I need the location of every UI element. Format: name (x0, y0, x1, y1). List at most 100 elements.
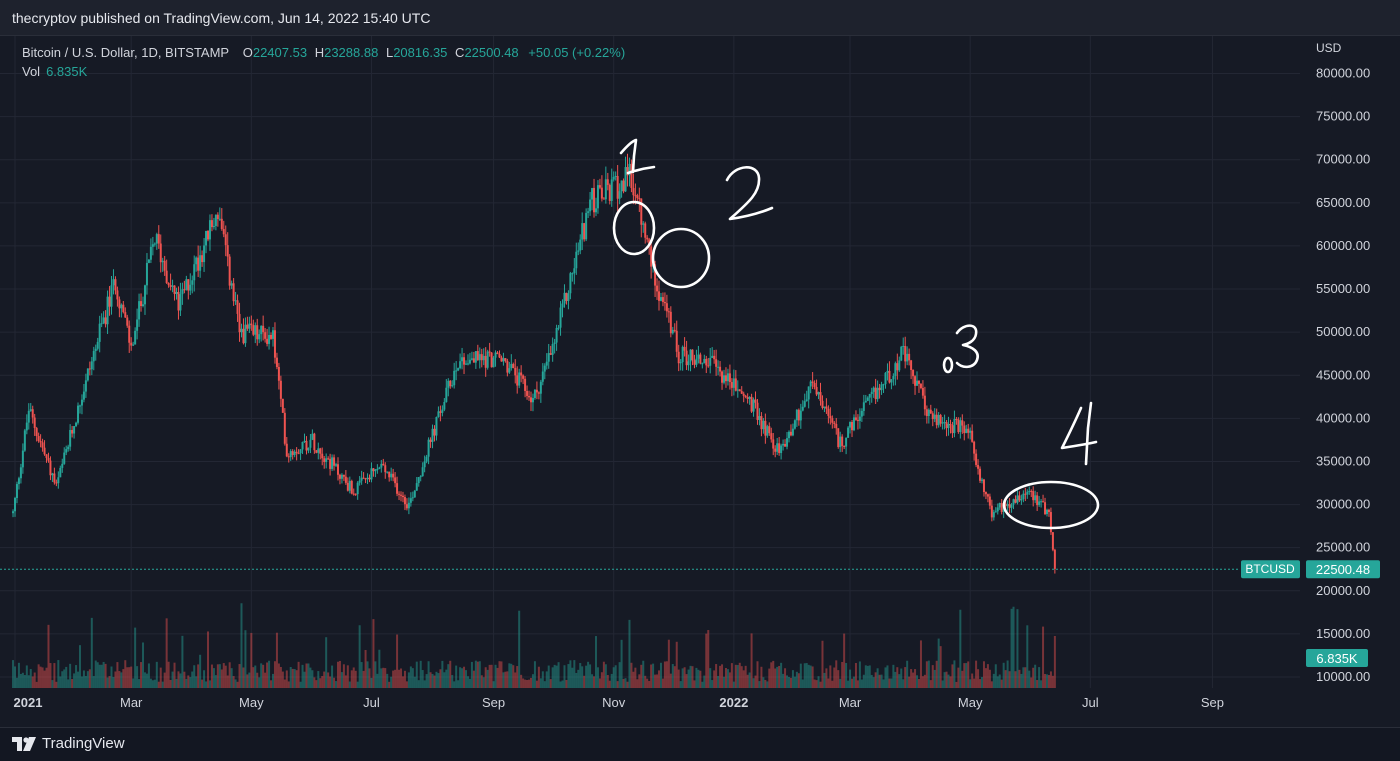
candle-body (744, 395, 747, 398)
hand-drawn-annotations[interactable] (612, 138, 1100, 530)
volume-bar (84, 676, 87, 688)
annotation-1[interactable] (619, 138, 656, 175)
volume-bar (799, 663, 802, 688)
volume-bar (346, 665, 349, 688)
volume-bar (435, 671, 438, 688)
volume-bar (610, 673, 613, 688)
candle-body (500, 357, 503, 362)
candle-body (311, 433, 314, 440)
candle-body (837, 428, 840, 448)
candle-body (795, 409, 798, 421)
volume-bar (360, 662, 363, 688)
candle-body (559, 307, 562, 328)
price-axis[interactable]: USD 80000.00 75000.00 70000.00 65000.00 6000… (1316, 41, 1370, 684)
volume-bar (1032, 667, 1035, 688)
candle-body (768, 426, 771, 434)
candle-body (750, 396, 753, 412)
candle-body (344, 476, 347, 483)
candle-body (612, 176, 615, 180)
annotation-circle-2[interactable] (651, 227, 711, 289)
candle-body (719, 366, 722, 372)
volume-bar (474, 660, 477, 688)
candle-body (230, 283, 233, 286)
candle-body (457, 368, 460, 371)
candle-body (218, 218, 221, 220)
candle-body (646, 237, 649, 240)
volume-bar (679, 681, 682, 688)
volume-bar (244, 630, 247, 688)
volume-bar (401, 676, 404, 688)
volume-bar (264, 672, 267, 688)
candle-body (84, 380, 87, 392)
volume-bar (147, 663, 150, 688)
price-badge-value: 22500.48 (1316, 562, 1370, 577)
volume-bar (449, 660, 452, 688)
candle-body (916, 380, 919, 386)
volume-bar (778, 665, 781, 688)
candle-body (656, 285, 659, 292)
volume-bar (165, 618, 168, 688)
annotation-circle-3[interactable] (942, 356, 954, 374)
volume-bar (581, 666, 584, 688)
annotation-2[interactable] (725, 166, 774, 221)
candle-body (947, 423, 950, 429)
annotation-4[interactable] (1060, 401, 1098, 466)
annotation-3[interactable] (955, 324, 979, 369)
candle-body (634, 195, 637, 197)
price-chart[interactable]: USD 80000.00 75000.00 70000.00 65000.00 6000… (0, 36, 1400, 727)
volume-bar (646, 678, 649, 688)
candle-body (210, 220, 213, 228)
annotation-circle-4[interactable] (1002, 480, 1100, 530)
candle-body (935, 414, 938, 426)
candle-body (845, 437, 848, 447)
candle-body (774, 448, 777, 452)
candle-body (817, 392, 820, 395)
time-axis[interactable]: 2021 Mar May Jul Sep Nov 2022 Mar May Jul Sep (14, 695, 1224, 710)
volume-bar (232, 676, 235, 688)
candle-body (1014, 499, 1017, 503)
candle-body (815, 386, 818, 395)
price-badge-value-bg (1306, 560, 1380, 579)
candle-body (57, 477, 60, 484)
candle-body (92, 351, 95, 362)
candle-body (683, 346, 686, 351)
candle-body (69, 429, 72, 447)
volume-bar (423, 680, 426, 688)
volume-bar (167, 661, 170, 688)
candle-body (571, 273, 574, 275)
candle-body (528, 395, 531, 398)
annotation-circle-1[interactable] (612, 200, 656, 256)
chart-area[interactable]: USD 80000.00 75000.00 70000.00 65000.00 6000… (0, 36, 1400, 727)
volume-bar (906, 660, 909, 688)
volume-bar (663, 661, 666, 688)
volume-badge-value: 6.835K (1316, 651, 1358, 666)
volume-bar (565, 679, 568, 688)
volume-bar (941, 680, 944, 688)
candle-body (380, 463, 383, 468)
volume-bar (917, 678, 920, 688)
tradingview-brand[interactable]: TradingView (12, 735, 125, 752)
volume-bar (77, 671, 80, 688)
candle-body (400, 494, 403, 496)
candle-body (490, 352, 493, 368)
candle-body (955, 419, 958, 421)
candle-body (364, 478, 367, 480)
volume-bar (892, 664, 895, 688)
volume-bar (405, 681, 408, 688)
volume-bar (746, 674, 749, 688)
candle-body (437, 411, 440, 417)
volume-bar (189, 677, 192, 688)
volume-bar (579, 663, 582, 688)
candle-body (498, 354, 501, 358)
candle-body (451, 385, 454, 387)
candle-body (151, 244, 154, 247)
volume-bar (969, 679, 972, 688)
candle-body (1010, 504, 1013, 508)
candle-body (754, 399, 757, 403)
candle-body (728, 373, 731, 383)
volume-bar (860, 679, 863, 688)
candle-body (862, 402, 865, 411)
candle-body (305, 440, 308, 451)
volume-bar (965, 663, 968, 688)
volume-bar (230, 668, 233, 688)
